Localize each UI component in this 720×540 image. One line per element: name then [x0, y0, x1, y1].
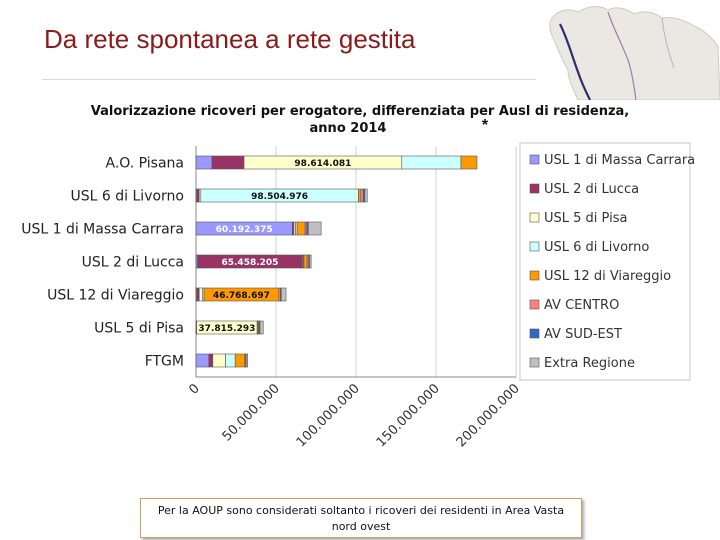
x-tick-label: 100.000.000	[294, 381, 363, 450]
chart-asterisk: *	[482, 117, 489, 134]
legend-label: USL 12 di Viareggio	[544, 269, 671, 284]
bar-segment	[198, 287, 203, 302]
map-border-line	[607, 11, 637, 100]
bar-segment	[208, 353, 214, 368]
x-tick-label: 150.000.000	[374, 381, 443, 450]
legend-swatch	[529, 212, 540, 223]
bar-segment	[211, 155, 245, 170]
legend-swatch	[529, 183, 540, 194]
tuscany-map-icon	[549, 5, 720, 100]
category-label: USL 1 di Massa Carrara	[21, 222, 184, 238]
bar-segment	[296, 221, 306, 236]
legend-swatch	[529, 241, 540, 252]
bar-segment	[360, 188, 364, 203]
bar-segment	[460, 155, 478, 170]
legend-swatch	[529, 154, 540, 165]
legend-label: USL 5 di Pisa	[544, 211, 627, 226]
slide-title: Da rete spontanea a rete gestita	[44, 24, 416, 54]
bar-data-label: 98.614.081	[294, 159, 351, 169]
chart-x-axis: 0 50.000.000 100.000.000 150.000.000 200.000…	[186, 376, 523, 450]
bar-segment	[259, 320, 264, 335]
bar-segment	[308, 221, 322, 236]
bar-data-label: 60.192.375	[216, 225, 273, 235]
bar-segment	[212, 353, 226, 368]
category-label: USL 2 di Lucca	[82, 255, 184, 271]
bar-segment	[225, 353, 236, 368]
x-tick-label: 50.000.000	[220, 381, 283, 444]
bar-segment	[195, 353, 210, 368]
category-label: USL 5 di Pisa	[94, 321, 184, 337]
legend-label: AV CENTRO	[544, 298, 619, 313]
legend-label: USL 1 di Massa Carrara	[544, 153, 695, 168]
legend-swatch	[529, 270, 540, 281]
legend-swatch	[529, 357, 540, 368]
bar-segment	[196, 188, 200, 203]
bar-segment	[401, 155, 462, 170]
bar-segment	[195, 155, 213, 170]
bar-segment	[245, 353, 248, 368]
map-border-line-2	[661, 17, 675, 69]
chart-bars: 98.614.081 98.504.976 60.192.375 65.458.205…	[195, 155, 478, 368]
legend-swatch	[529, 328, 540, 339]
map-region-shape	[549, 5, 720, 100]
bar-segment	[303, 254, 308, 269]
legend-label: Extra Regione	[544, 356, 635, 371]
bar-segment	[309, 254, 312, 269]
stacked-bar-chart: Valorizzazione ricoveri per erogatore, d…	[21, 104, 695, 450]
category-label: A.O. Pisana	[106, 156, 184, 172]
bar-segment	[364, 188, 368, 203]
bar-data-label: 37.815.293	[198, 324, 255, 334]
x-tick-label: 200.000.000	[454, 381, 523, 450]
bar-segment	[280, 287, 287, 302]
bar-data-label: 98.504.976	[251, 192, 308, 202]
bar-segment	[234, 353, 246, 368]
category-label: USL 12 di Viareggio	[47, 288, 184, 304]
category-label: FTGM	[145, 354, 184, 370]
bar-segment	[358, 188, 362, 203]
legend-label: USL 2 di Lucca	[544, 182, 639, 197]
footnote-box: Per la AOUP sono considerati soltanto i …	[140, 498, 582, 538]
legend-label: USL 6 di Livorno	[544, 240, 649, 255]
chart-title-line-1: Valorizzazione ricoveri per erogatore, d…	[91, 104, 630, 119]
bar-segment	[196, 287, 200, 302]
bar-data-label: 46.768.697	[213, 291, 270, 301]
legend-box	[519, 142, 691, 381]
title-divider	[42, 79, 536, 80]
bar-data-label: 65.458.205	[221, 258, 278, 268]
category-label: USL 6 di Livorno	[71, 189, 184, 205]
legend-swatch	[529, 299, 540, 310]
chart-category-labels: A.O. Pisana USL 6 di Livorno USL 1 di Mass…	[21, 156, 184, 370]
chart-gridlines	[195, 146, 517, 377]
chart-title-line-2: anno 2014	[310, 121, 387, 136]
x-tick-label: 0	[186, 381, 202, 397]
legend-label: AV SUD-EST	[544, 327, 622, 342]
map-coast-line	[559, 23, 591, 100]
chart-legend: USL 1 di Massa Carrara USL 2 di Lucca USL …	[519, 142, 695, 381]
